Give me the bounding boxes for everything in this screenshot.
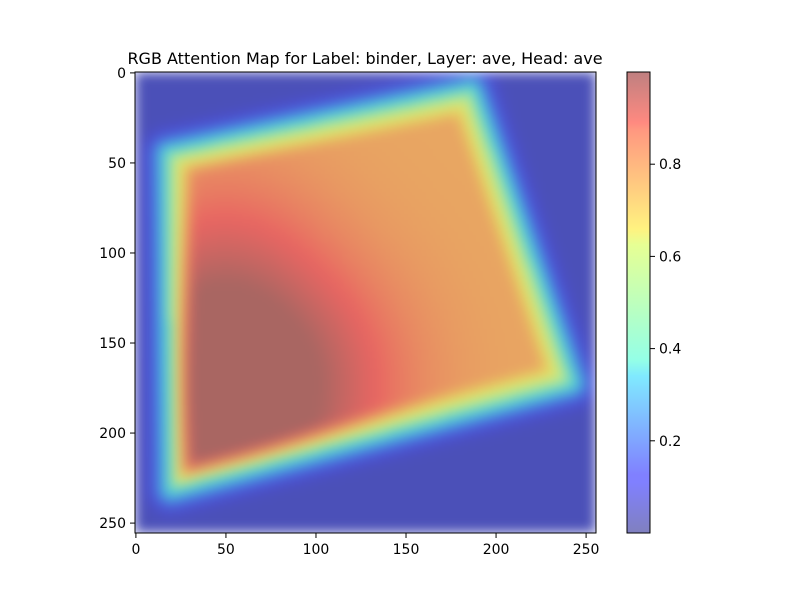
chart-title: RGB Attention Map for Label: binder, Lay… xyxy=(127,49,602,68)
colorbar-ticks: 0.2 0.4 0.6 0.8 xyxy=(650,157,681,450)
colorbar-tick-label: 0.8 xyxy=(659,157,681,173)
plot-frame xyxy=(134,71,597,534)
colorbar-tick-label: 0.4 xyxy=(659,342,681,358)
colorbar: 0.2 0.4 0.6 0.8 xyxy=(626,71,681,534)
x-tick-label: 150 xyxy=(393,542,420,558)
x-tick-label: 50 xyxy=(217,542,235,558)
colorbar-frame xyxy=(626,71,651,534)
colorbar-tick-label: 0.6 xyxy=(659,249,681,265)
x-axis: 0 50 100 150 200 250 xyxy=(131,533,599,558)
y-tick-label: 150 xyxy=(99,336,126,352)
y-tick-label: 100 xyxy=(99,246,126,262)
y-tick-label: 50 xyxy=(108,156,126,172)
y-tick-label: 0 xyxy=(117,66,126,82)
colorbar-gradient xyxy=(627,72,650,533)
y-tick-label: 200 xyxy=(99,426,126,442)
attention-heatmap xyxy=(135,72,596,533)
heatmap-image xyxy=(135,72,596,533)
x-tick-label: 100 xyxy=(303,542,330,558)
colorbar-tick-label: 0.2 xyxy=(659,434,681,450)
x-tick-label: 250 xyxy=(573,542,600,558)
y-axis: 0 50 100 150 200 250 xyxy=(99,66,135,532)
x-tick-label: 0 xyxy=(131,542,140,558)
x-tick-label: 200 xyxy=(483,542,510,558)
y-tick-label: 250 xyxy=(99,516,126,532)
